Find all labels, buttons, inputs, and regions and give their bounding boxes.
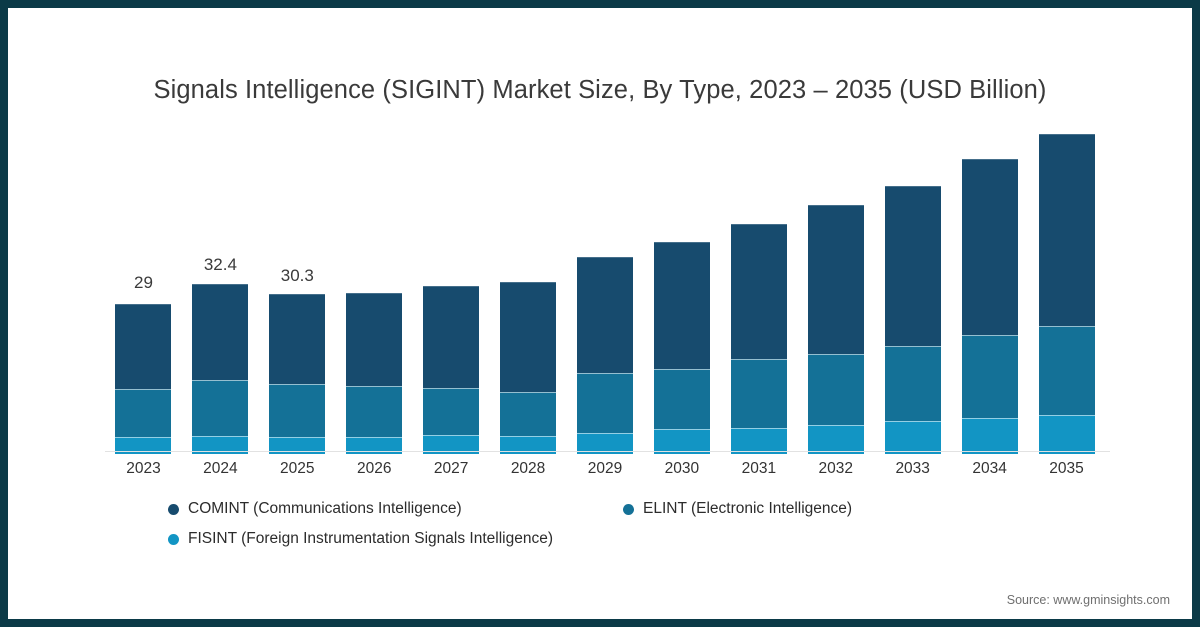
x-axis-tick-2028: 2028 xyxy=(510,460,546,477)
legend-row-1: COMINT (Communications Intelligence) ELI… xyxy=(168,500,1088,530)
legend-item-fisint[interactable]: FISINT (Foreign Instrumentation Signals … xyxy=(168,530,553,548)
x-axis-tick-2029: 2029 xyxy=(587,460,623,477)
bar-segment-comint[interactable] xyxy=(115,303,172,389)
bar-column[interactable] xyxy=(961,159,1018,454)
bar-segment-fisint[interactable] xyxy=(115,436,172,454)
bar-segment-comint[interactable] xyxy=(730,224,787,360)
bar-segment-elint[interactable] xyxy=(269,383,326,437)
x-axis-tick-2033: 2033 xyxy=(895,460,930,477)
bar-segment-elint[interactable] xyxy=(346,386,403,437)
bar-column[interactable] xyxy=(884,185,941,454)
bar-segment-elint[interactable] xyxy=(730,359,787,428)
x-axis-tick-2035: 2035 xyxy=(1049,460,1084,477)
bar-segment-comint[interactable] xyxy=(346,293,403,387)
bar-column[interactable] xyxy=(346,293,403,454)
bar-segment-fisint[interactable] xyxy=(500,435,557,454)
bar-segment-comint[interactable] xyxy=(423,286,480,388)
bar-segment-comint[interactable] xyxy=(192,283,249,380)
x-axis-tick-2034: 2034 xyxy=(972,460,1007,477)
bar-segment-comint[interactable] xyxy=(653,241,710,369)
x-axis-tick-2027: 2027 xyxy=(433,460,469,477)
bar-segment-elint[interactable] xyxy=(884,346,941,422)
legend-label-elint: ELINT (Electronic Intelligence) xyxy=(643,500,853,517)
legend-label-comint: COMINT (Communications Intelligence) xyxy=(188,500,462,517)
x-axis-line xyxy=(105,451,1110,452)
bar-value-label: 30.3 xyxy=(280,266,314,286)
bar-segment-fisint[interactable] xyxy=(730,427,787,454)
legend-item-comint[interactable]: COMINT (Communications Intelligence) xyxy=(168,500,462,518)
legend-label-fisint: FISINT (Foreign Instrumentation Signals … xyxy=(188,530,553,547)
bar-segment-elint[interactable] xyxy=(577,372,633,433)
bar-segment-comint[interactable] xyxy=(1038,134,1095,327)
bar-column[interactable] xyxy=(192,283,249,454)
bar-column[interactable] xyxy=(577,257,633,454)
bar-value-label: 29 xyxy=(134,273,153,293)
source-attribution: Source: www.gminsights.com xyxy=(1006,593,1170,607)
plot-area: 29 32.4 30.3 xyxy=(105,118,1105,454)
legend-swatch-fisint xyxy=(168,533,179,545)
bar-segment-elint[interactable] xyxy=(423,387,480,435)
legend-row-2: FISINT (Foreign Instrumentation Signals … xyxy=(168,530,1088,560)
bar-segment-comint[interactable] xyxy=(577,257,633,373)
chart-canvas: Signals Intelligence (SIGINT) Market Siz… xyxy=(8,8,1192,619)
legend-swatch-elint xyxy=(623,503,634,515)
bar-segment-elint[interactable] xyxy=(653,368,710,430)
bar-segment-comint[interactable] xyxy=(269,294,326,384)
x-axis-tick-2032: 2032 xyxy=(818,460,853,477)
bar-segment-fisint[interactable] xyxy=(884,421,941,454)
bar-segment-comint[interactable] xyxy=(961,159,1018,336)
bar-segment-fisint[interactable] xyxy=(269,436,326,454)
bar-column[interactable] xyxy=(653,241,710,454)
bar-segment-elint[interactable] xyxy=(1038,326,1095,415)
x-axis-tick-2025: 2025 xyxy=(280,460,315,477)
bar-segment-elint[interactable] xyxy=(961,335,1018,419)
bar-column[interactable] xyxy=(500,282,557,454)
x-axis-tick-2030: 2030 xyxy=(664,460,700,477)
bar-segment-fisint[interactable] xyxy=(423,434,480,454)
legend: COMINT (Communications Intelligence) ELI… xyxy=(168,500,1088,560)
bar-value-label: 32.4 xyxy=(203,255,237,275)
x-axis-tick-2024: 2024 xyxy=(203,460,238,477)
bar-column[interactable] xyxy=(269,294,326,454)
bar-segment-comint[interactable] xyxy=(884,185,941,347)
bar-segment-fisint[interactable] xyxy=(1038,414,1095,454)
x-axis-tick-2023: 2023 xyxy=(126,460,161,477)
bar-segment-elint[interactable] xyxy=(115,388,172,437)
bar-segment-elint[interactable] xyxy=(500,392,557,436)
bar-segment-fisint[interactable] xyxy=(346,436,403,454)
bar-column[interactable] xyxy=(730,224,787,454)
bar-segment-comint[interactable] xyxy=(807,205,864,354)
bar-segment-fisint[interactable] xyxy=(192,435,249,454)
legend-item-elint[interactable]: ELINT (Electronic Intelligence) xyxy=(623,500,852,518)
x-axis-tick-2031: 2031 xyxy=(741,460,777,477)
legend-swatch-comint xyxy=(168,503,179,515)
bar-segment-elint[interactable] xyxy=(192,379,249,436)
page-title: Signals Intelligence (SIGINT) Market Siz… xyxy=(153,76,1047,104)
bar-column[interactable] xyxy=(1038,134,1095,454)
bar-segment-comint[interactable] xyxy=(500,282,557,393)
bar-segment-fisint[interactable] xyxy=(807,424,864,454)
bar-segment-fisint[interactable] xyxy=(653,429,710,454)
x-axis-tick-2026: 2026 xyxy=(356,460,392,477)
bar-column[interactable] xyxy=(115,303,172,454)
bar-column[interactable] xyxy=(807,205,864,454)
bar-column[interactable] xyxy=(423,286,480,454)
bar-segment-fisint[interactable] xyxy=(577,432,633,454)
bar-segment-elint[interactable] xyxy=(807,353,864,425)
bar-segment-fisint[interactable] xyxy=(961,418,1018,454)
